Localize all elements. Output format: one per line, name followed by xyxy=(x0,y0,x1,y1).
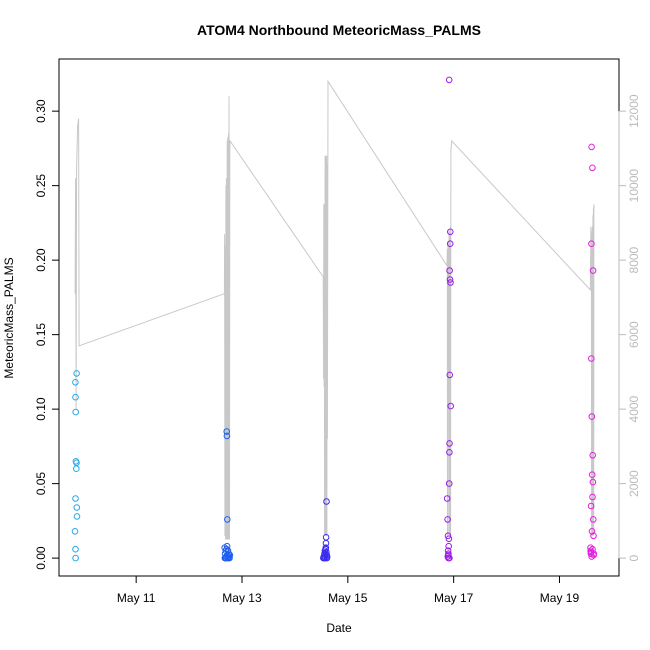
x-tick-label: May 13 xyxy=(222,591,262,605)
data-point xyxy=(446,554,453,562)
data-point xyxy=(72,554,79,562)
data-point xyxy=(589,545,596,553)
data-point xyxy=(322,544,330,552)
data-point xyxy=(223,428,230,435)
data-point xyxy=(224,554,231,562)
data-point xyxy=(590,532,597,540)
y-right-tick-label: 2000 xyxy=(627,470,641,497)
y-left-tick-label: 0.05 xyxy=(34,472,48,496)
x-tick-label: May 15 xyxy=(328,591,368,605)
data-point xyxy=(445,480,453,487)
data-point xyxy=(589,267,597,274)
data-point xyxy=(322,554,329,562)
data-point xyxy=(72,408,79,416)
data-point xyxy=(321,553,328,560)
data-point xyxy=(444,553,452,560)
x-tick-label: May 11 xyxy=(117,591,156,605)
data-point xyxy=(588,413,596,420)
data-point xyxy=(72,495,79,502)
y-right-tick-label: 12000 xyxy=(627,94,641,128)
data-point xyxy=(225,553,232,560)
x-tick-label: May 17 xyxy=(434,591,474,605)
y-left-tick-label: 0.25 xyxy=(34,174,48,198)
y-right-tick-label: 10000 xyxy=(627,169,641,203)
data-point xyxy=(589,164,596,172)
y-right-tick-label: 8000 xyxy=(627,246,641,273)
data-point xyxy=(446,449,453,456)
y-left-tick-label: 0.20 xyxy=(34,248,48,272)
data-point xyxy=(588,355,595,362)
y-axis-label: MeteoricMass_PALMS xyxy=(2,257,16,378)
data-point xyxy=(445,76,453,84)
y-right-tick-label: 4000 xyxy=(627,395,641,422)
data-point xyxy=(73,465,80,473)
data-point xyxy=(590,516,597,523)
data-point xyxy=(447,228,454,236)
data-point xyxy=(223,542,231,550)
data-point xyxy=(226,554,233,562)
data-point xyxy=(73,459,80,467)
data-point xyxy=(73,370,80,377)
data-point xyxy=(446,240,454,247)
data-point xyxy=(590,550,598,558)
data-point xyxy=(323,553,331,560)
data-point xyxy=(587,502,595,510)
data-point xyxy=(443,495,451,502)
data-point xyxy=(589,452,597,459)
data-point xyxy=(73,504,81,511)
data-point xyxy=(323,498,330,505)
data-point xyxy=(445,550,452,558)
y-left-tick-label: 0.10 xyxy=(34,397,48,421)
data-point xyxy=(589,493,596,501)
y-right-tick-label: 0 xyxy=(627,554,641,561)
y-right-tick-label: 6000 xyxy=(627,321,641,348)
data-point xyxy=(72,379,79,386)
y-left-tick-label: 0.30 xyxy=(34,99,48,123)
data-point xyxy=(446,276,454,283)
x-tick-label: May 19 xyxy=(540,591,580,605)
data-point xyxy=(447,402,455,410)
data-point xyxy=(444,532,452,540)
data-point xyxy=(71,528,79,535)
data-point xyxy=(224,516,231,523)
data-point xyxy=(73,513,81,520)
data-point xyxy=(588,240,595,247)
data-point xyxy=(445,542,453,550)
data-point xyxy=(447,279,454,286)
altitude-line xyxy=(74,79,595,540)
data-point xyxy=(72,393,79,401)
data-point xyxy=(588,528,596,535)
data-point xyxy=(446,371,454,379)
data-point xyxy=(223,432,231,440)
chart-title: ATOM4 Northbound MeteoricMass_PALMS xyxy=(197,22,481,38)
x-axis-label: Date xyxy=(326,621,352,635)
data-point xyxy=(446,267,453,274)
data-point xyxy=(588,471,596,479)
data-point xyxy=(445,535,453,543)
data-point xyxy=(72,545,79,553)
data-point xyxy=(444,516,451,523)
data-point xyxy=(322,534,330,541)
y-left-tick-label: 0.15 xyxy=(34,323,48,347)
data-point xyxy=(588,143,595,151)
y-left-tick-label: 0.00 xyxy=(34,546,48,570)
data-point xyxy=(446,440,453,447)
data-point xyxy=(589,478,597,486)
plot-frame xyxy=(58,58,620,577)
